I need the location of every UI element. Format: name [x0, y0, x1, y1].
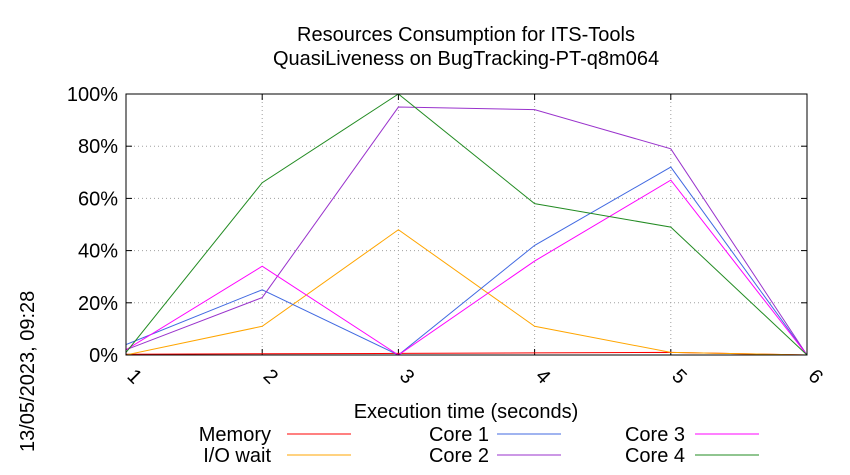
legend-label: Core 2 — [429, 445, 489, 467]
x-tick-label: 6 — [804, 365, 827, 388]
x-tick-label: 4 — [531, 365, 554, 388]
legend-label: Core 3 — [625, 424, 685, 446]
series-lines — [125, 93, 808, 356]
x-tick-label: 3 — [395, 365, 418, 388]
y-tick-label: 20% — [78, 293, 118, 315]
y-tick-label: 0% — [89, 345, 118, 367]
timestamp: 13/05/2023, 09:28 — [17, 291, 39, 452]
x-tick-label: 5 — [667, 365, 690, 388]
x-axis-label: Execution time (seconds) — [354, 401, 579, 423]
legend-label: I/O wait — [203, 445, 271, 467]
series-line-core-2 — [125, 106, 808, 356]
chart-title: Resources Consumption for ITS-Tools — [297, 24, 635, 46]
y-tick-label: 60% — [78, 188, 118, 210]
series-line-core-1 — [125, 166, 808, 356]
x-tick-label: 2 — [259, 365, 282, 388]
legend-label: Memory — [199, 424, 271, 446]
series-line-core-3 — [125, 179, 808, 356]
y-axis-ticks: 0% 20% 40% 60% 80% 100% — [67, 84, 807, 367]
series-line-core-4 — [125, 93, 808, 356]
x-tick-label: 1 — [123, 365, 146, 388]
legend-label: Core 1 — [429, 424, 489, 446]
y-tick-label: 80% — [78, 136, 118, 158]
y-tick-label: 100% — [67, 84, 118, 106]
x-axis-ticks: 1 2 3 4 5 6 — [123, 94, 827, 388]
y-tick-label: 40% — [78, 241, 118, 263]
series-line-i-o-wait — [125, 229, 808, 356]
grid-lines — [126, 94, 807, 355]
chart-subtitle: QuasiLiveness on BugTracking-PT-q8m064 — [273, 48, 659, 70]
legend-label: Core 4 — [625, 445, 685, 467]
plot-border — [125, 93, 808, 356]
